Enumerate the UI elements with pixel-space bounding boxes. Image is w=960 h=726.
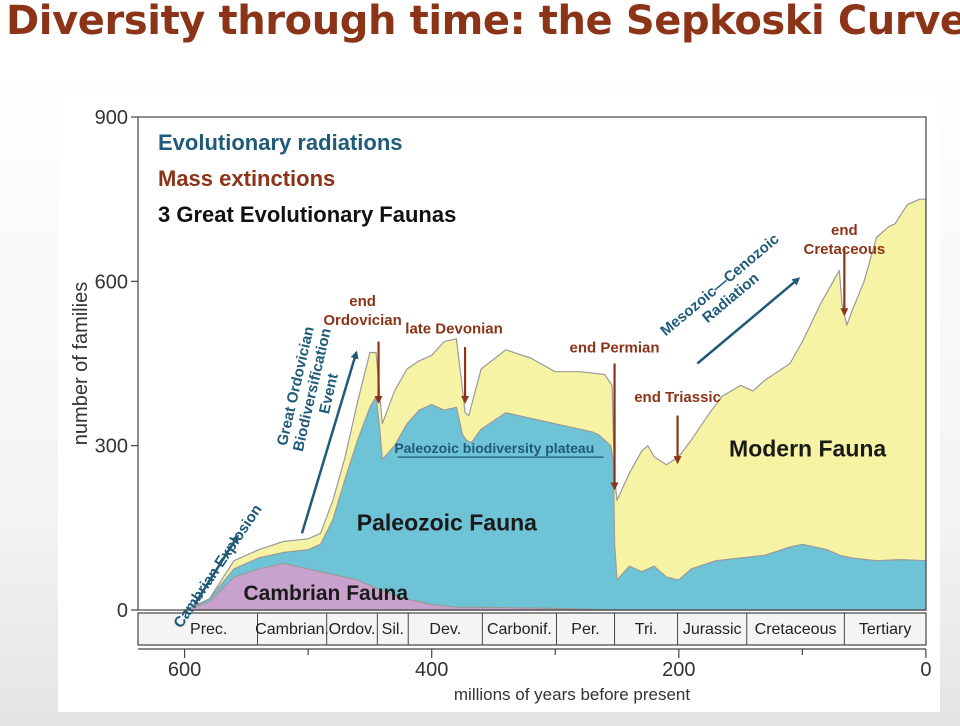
radiation-arrow-great-ordovician-biodiversification-event [300,350,359,534]
period-label-prec: Prec. [190,621,227,638]
period-bar: Prec. Cambrian. Ordov. Sil. Dev. Carbonif. Per… [137,612,927,646]
period-label-cretaceous: Cretaceous [755,621,837,638]
y-tick-label: 600 [95,271,128,293]
period-label-cambrian: Cambrian. [255,621,329,638]
chart-panel: Prec. Cambrian. Ordov. Sil. Dev. Carbonif. Per… [58,96,940,712]
x-tick-label: 0 [920,659,931,681]
page-title: Diversity through time: the Sepkoski Cur… [6,0,960,44]
area-layer [138,117,927,611]
extinction-label-end-permian: end Permian [570,340,660,357]
period-label-carbonif: Carbonif. [487,621,552,638]
legend-entry-3-great-evolutionary-faunas: 3 Great Evolutionary Faunas [158,202,456,227]
period-label-sil: Sil. [382,621,404,638]
period-label-jurassic: Jurassic [683,621,742,638]
y-axis-title: number of families [70,282,92,445]
x-axis-title: millions of years before present [454,685,691,704]
sepkoski-chart: Prec. Cambrian. Ordov. Sil. Dev. Carbonif. Per… [70,107,931,704]
area-paleozoic-fauna [184,395,927,611]
legend-entry-mass-extinctions: Mass extinctions [158,166,335,191]
extinction-label-end-triassic: end Triassic [634,389,721,406]
fauna-label-cambrian-fauna: Cambrian Fauna [244,582,409,605]
y-tick-label: 0 [117,600,128,622]
y-tick-label: 300 [95,436,128,458]
y-tick-label: 900 [95,107,128,129]
period-label-tri: Tri. [635,621,658,638]
plot-frame [137,116,927,611]
period-bar-frame [137,612,927,646]
axes: 0 300 600 900 600 400 200 0 millions of years be… [70,107,931,704]
extinction-label-end-ordovician: end Ordovician [323,293,401,329]
plateau-label: Paleozoic biodiversity plateau [394,440,594,456]
extinction-label-late-devonian: late Devonian [405,320,503,337]
radiation-arrow-mesozoic-cenozoic-radiation [696,277,801,365]
x-tick-label: 200 [662,659,695,681]
period-label-per: Per. [571,621,599,638]
x-tick-label: 400 [415,659,448,681]
period-label-dev: Dev. [429,621,461,638]
plot-border [137,116,927,611]
extinction-label-end-cretaceous: end Cretaceous [804,222,886,258]
x-tick-label: 600 [168,659,201,681]
legend-entry-evolutionary-radiations: Evolutionary radiations [158,130,403,155]
radiation-arrow-cambrian-explosion [193,534,239,606]
period-label-tertiary: Tertiary [859,621,911,638]
fauna-label-modern-fauna: Modern Fauna [729,436,886,462]
period-label-ordov: Ordov. [329,621,376,638]
fauna-label-paleozoic-fauna: Paleozoic Fauna [357,510,537,536]
